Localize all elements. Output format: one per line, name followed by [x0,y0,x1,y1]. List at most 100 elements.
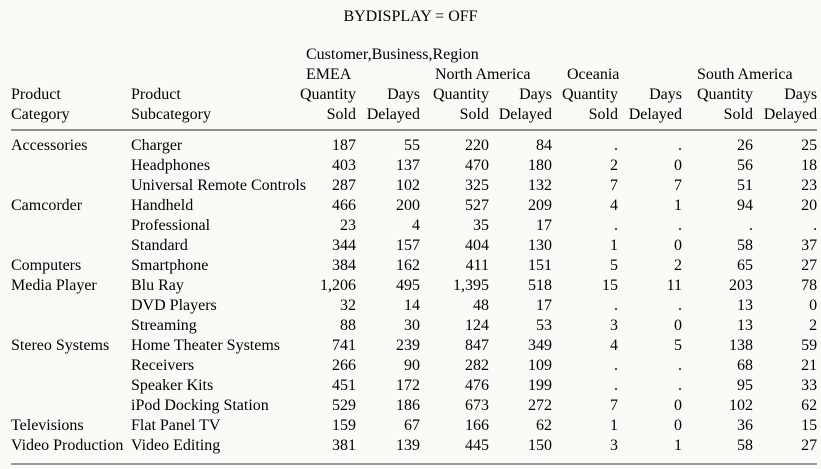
value-cell: 13 [737,297,753,314]
category-cell [11,316,131,336]
region-row: EMEA North America Oceania South America [11,65,817,85]
days-header-line1: Days [784,86,818,103]
value-cell: 130 [528,237,552,254]
value-cell: 151 [528,257,552,274]
value-cell: 23 [801,177,818,194]
value-cell: 1 [610,417,618,434]
value-cell: 102 [729,397,753,414]
subcategory-cell: Blu Ray [131,277,184,294]
table-body: Accessories Charger 187 55 220 84.. 26 25 Headph… [11,130,818,465]
measure-header-line2-row: Category Subcategory Sold Delayed Sold D… [11,105,818,131]
value-cell: 847 [465,337,489,354]
value-cell: 1,395 [453,277,489,294]
value-cell: 65 [737,257,753,274]
category-cell [11,176,131,196]
value-cell: 1 [618,436,682,465]
value-cell: 239 [396,337,420,354]
value-cell: 4 [610,337,618,354]
category-cell [11,396,131,416]
category-cell [11,156,131,176]
value-cell: 55 [404,137,420,154]
report-title: BYDISPLAY = OFF [343,8,478,25]
value-cell: 20 [801,197,818,214]
value-cell: 17 [536,297,552,314]
empty-cell [11,65,291,85]
value-cell: 62 [801,397,818,414]
value-cell: 13 [737,317,753,334]
quantity-header-line1: Quantity [562,86,618,103]
value-cell: . [678,297,682,314]
value-cell: 138 [729,337,753,354]
value-cell: 27 [753,436,818,465]
delayed-header-line2: Delayed [356,105,420,131]
days-header-line1: Days [519,86,552,103]
category-cell: Accessories [11,137,88,154]
table-row: Speaker Kits 451 172 476 199.. 95 33 [11,376,817,396]
category-cell: Media Player [11,277,97,294]
value-cell: 7 [610,397,618,414]
value-cell: 3 [552,436,618,465]
value-cell: 466 [332,197,356,214]
value-cell: 88 [340,317,356,334]
value-cell: 150 [489,436,552,465]
table-row: Streaming 88 30 124 53 3 0 13 2 [11,316,817,336]
table-row: Professional 23 4 35 17.... [11,216,817,236]
value-cell: 18 [801,157,818,174]
value-cell: 476 [465,377,489,394]
product-category-header-line2: Category [11,105,131,131]
value-cell: 4 [412,217,420,234]
value-cell: 0 [674,417,682,434]
value-cell: 59 [801,337,818,354]
value-cell: 0 [674,397,682,414]
subcategory-cell: Handheld [131,197,194,214]
table-row: Universal Remote Controls 287 102 325 132 7 7 5… [11,176,817,196]
value-cell: 51 [737,177,753,194]
subcategory-cell: Standard [131,237,188,254]
quantity-header-line1: Quantity [300,86,356,103]
value-cell: 137 [396,157,420,174]
value-cell: 23 [340,217,356,234]
value-cell: 495 [396,277,420,294]
category-cell [11,376,131,396]
value-cell: 325 [465,177,489,194]
subcategory-cell: DVD Players [131,297,217,314]
table-row: Standard 344 157 404 130 1 0 58 37 [11,236,817,256]
category-cell: Stereo Systems [11,337,110,354]
value-cell: 14 [404,297,420,314]
value-cell: 0 [674,157,682,174]
value-cell: 25 [801,137,818,154]
value-cell: 30 [404,317,420,334]
sold-header-line2: Sold [291,105,356,131]
value-cell: 186 [396,397,420,414]
value-cell: 266 [332,357,356,374]
value-cell: 2 [674,257,682,274]
value-cell: 403 [332,157,356,174]
value-cell: 470 [465,157,489,174]
value-cell: 287 [332,177,356,194]
value-cell: 15 [801,417,818,434]
delayed-header-line2: Delayed [753,105,818,131]
value-cell: . [614,137,618,154]
value-cell: 35 [473,217,489,234]
value-cell: 741 [332,337,356,354]
value-cell: 5 [610,257,618,274]
value-cell: 282 [465,357,489,374]
value-cell: 157 [396,237,420,254]
measure-header-line1-row: Product Product Quantity Days Quantity D… [11,85,817,105]
delayed-header-line2: Delayed [618,105,682,131]
value-cell: 384 [332,257,356,274]
value-cell: 272 [528,397,552,414]
value-cell: . [614,357,618,374]
days-header-line1: Days [649,86,682,103]
value-cell: 2 [610,157,618,174]
table-row: Computers Smartphone 384 162 411 151 5 2 65 27 [11,256,817,276]
category-cell [11,236,131,256]
value-cell: 1 [674,197,682,214]
value-cell: 209 [528,197,552,214]
value-cell: 90 [404,357,420,374]
region-label-north-america: North America [435,66,531,83]
value-cell: 124 [465,317,489,334]
subcategory-cell: iPod Docking Station [131,397,269,414]
table-row: Camcorder Handheld 466 200 527 209 4 1 94 20 [11,196,817,216]
value-cell: 411 [465,257,489,274]
